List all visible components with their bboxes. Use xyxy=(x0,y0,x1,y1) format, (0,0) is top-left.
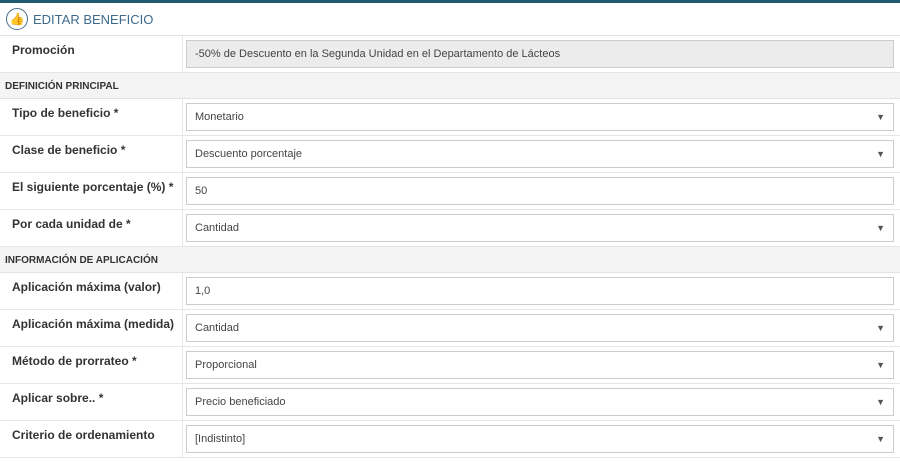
promotion-row: Promoción -50% de Descuento en la Segund… xyxy=(0,36,900,73)
form-row: Aplicar sobre.. * Precio beneficiado ▼ xyxy=(0,384,900,421)
promotion-field: -50% de Descuento en la Segunda Unidad e… xyxy=(186,40,894,68)
form-row: Por cada unidad de * Cantidad ▼ xyxy=(0,210,900,247)
select-field[interactable]: Descuento porcentaje ▼ xyxy=(186,140,894,168)
field-value: Cantidad xyxy=(195,322,240,334)
field-value: 50 xyxy=(195,185,208,197)
field-label: Método de prorrateo * xyxy=(0,347,183,383)
field-value: [Indistinto] xyxy=(195,433,246,445)
select-field[interactable]: Precio beneficiado ▼ xyxy=(186,388,894,416)
form-row: El siguiente porcentaje (%) * 50 xyxy=(0,173,900,210)
field-label: El siguiente porcentaje (%) * xyxy=(0,173,183,209)
form-row: Clase de beneficio * Descuento porcentaj… xyxy=(0,136,900,173)
field-label: Criterio de ordenamiento xyxy=(0,421,183,457)
form-row: Aplicación máxima (medida) Cantidad ▼ xyxy=(0,310,900,347)
select-field[interactable]: Proporcional ▼ xyxy=(186,351,894,379)
field-label: Aplicación máxima (valor) xyxy=(0,273,183,309)
field-label: Clase de beneficio * xyxy=(0,136,183,172)
page-title: EDITAR BENEFICIO xyxy=(33,11,154,27)
field-label: Por cada unidad de * xyxy=(0,210,183,246)
field-label: Tipo de beneficio * xyxy=(0,99,183,135)
section-header: DEFINICIÓN PRINCIPAL xyxy=(0,73,900,99)
text-input[interactable]: 50 xyxy=(186,177,894,205)
dropdown-arrow-icon: ▼ xyxy=(876,112,885,122)
form-row: Aplicación máxima (valor) 1,0 xyxy=(0,273,900,310)
top-accent-bar xyxy=(0,0,900,3)
promotion-value: -50% de Descuento en la Segunda Unidad e… xyxy=(195,48,561,60)
field-label: Aplicar sobre.. * xyxy=(0,384,183,420)
section-header: INFORMACIÓN DE APLICACIÓN xyxy=(0,247,900,273)
dropdown-arrow-icon: ▼ xyxy=(876,149,885,159)
dropdown-arrow-icon: ▼ xyxy=(876,223,885,233)
field-value: Monetario xyxy=(195,111,244,123)
dropdown-arrow-icon: ▼ xyxy=(876,323,885,333)
promotion-label: Promoción xyxy=(0,36,183,72)
field-value: 1,0 xyxy=(195,285,211,297)
field-value: Proporcional xyxy=(195,359,257,371)
field-label: Aplicación máxima (medida) xyxy=(0,310,183,346)
panel-header: 👍 EDITAR BENEFICIO xyxy=(0,3,900,36)
dropdown-arrow-icon: ▼ xyxy=(876,434,885,444)
dropdown-arrow-icon: ▼ xyxy=(876,360,885,370)
text-input[interactable]: 1,0 xyxy=(186,277,894,305)
select-field[interactable]: Cantidad ▼ xyxy=(186,314,894,342)
field-value: Precio beneficiado xyxy=(195,396,286,408)
form-row: Criterio de ordenamiento [Indistinto] ▼ xyxy=(0,421,900,458)
dropdown-arrow-icon: ▼ xyxy=(876,397,885,407)
select-field[interactable]: Cantidad ▼ xyxy=(186,214,894,242)
select-field[interactable]: Monetario ▼ xyxy=(186,103,894,131)
select-field[interactable]: [Indistinto] ▼ xyxy=(186,425,894,453)
form-row: Tipo de beneficio * Monetario ▼ xyxy=(0,99,900,136)
form-row: Método de prorrateo * Proporcional ▼ xyxy=(0,347,900,384)
field-value: Descuento porcentaje xyxy=(195,148,303,160)
thumbs-up-icon: 👍 xyxy=(6,8,28,30)
field-value: Cantidad xyxy=(195,222,240,234)
